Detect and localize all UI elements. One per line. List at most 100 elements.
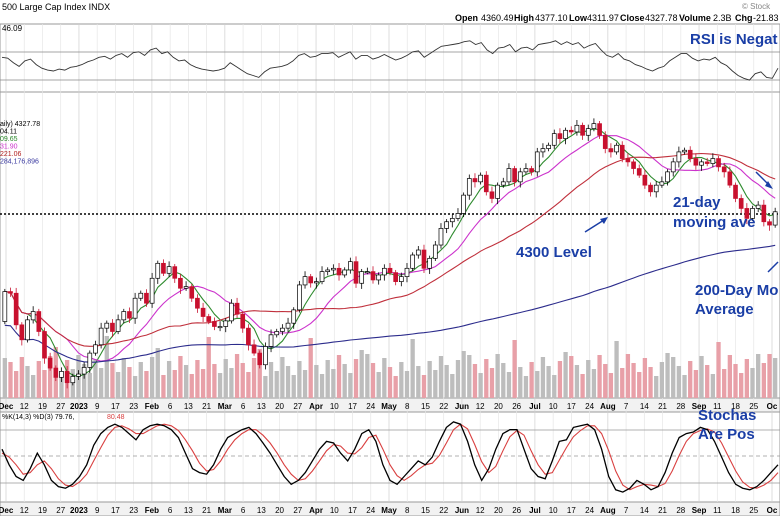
volume-bar	[427, 361, 432, 398]
candle	[251, 339, 257, 356]
x-tick-label-bottom: 14	[640, 506, 649, 515]
candle	[115, 314, 121, 335]
x-tick-label: 26	[512, 402, 521, 411]
x-tick-label: 11	[713, 402, 722, 411]
candle	[393, 269, 398, 286]
volume-bar	[761, 363, 766, 398]
candle	[523, 163, 529, 175]
rsi-panel	[0, 23, 780, 93]
volume-bar	[512, 340, 517, 398]
volume-bar	[285, 366, 291, 398]
candle	[302, 271, 308, 289]
volume-bar	[574, 365, 580, 398]
volume-bar	[410, 339, 415, 398]
candle	[631, 159, 636, 175]
volume-bar	[597, 355, 602, 398]
annotation-stoch-2: Are Pos	[698, 426, 755, 443]
volume-bar	[682, 375, 687, 398]
volume-bar	[727, 355, 733, 398]
open-value: 4360.49	[481, 13, 514, 23]
x-tick-label: 19	[38, 402, 47, 411]
arrow-4300-head	[600, 217, 608, 224]
candle	[297, 280, 302, 313]
annotations: RSI is Negat 21-day moving ave 4300 Leve…	[516, 31, 778, 443]
annotation-stoch-1: Stochas	[698, 407, 756, 424]
x-tick-label-bottom: Jul	[529, 506, 541, 515]
x-axis-labels: Dec 12 19 27 2023 9 17 23 Feb 6 13 21 Mar 6 13 20 27 Apr 1…	[0, 402, 778, 411]
candle	[755, 201, 761, 213]
x-tick-label-bottom: 27	[56, 506, 65, 515]
candle	[438, 223, 444, 249]
x-tick-label-bottom: 6	[168, 506, 173, 515]
candle	[64, 366, 70, 389]
x-tick-label: Jul	[529, 402, 541, 411]
candle	[189, 283, 195, 302]
volume-bar	[336, 355, 342, 398]
annotation-21day-1: 21-day	[673, 194, 721, 211]
legend-entry: 09.65	[0, 136, 18, 143]
x-tick-label-bottom: Apr	[309, 506, 323, 515]
volume-bar	[540, 357, 546, 398]
arrow-200day	[767, 261, 779, 273]
volume-value: 2.3B	[713, 13, 732, 23]
volume-bar	[127, 367, 132, 398]
volume-bar	[546, 366, 551, 398]
xaxis-strip-bottom	[0, 501, 780, 516]
volume-bar	[172, 370, 177, 398]
candle	[59, 367, 64, 383]
x-tick-label: Mar	[218, 402, 232, 411]
volume-bar	[246, 372, 251, 398]
x-tick-label: May	[381, 402, 397, 411]
candle	[240, 311, 246, 333]
volume-bar	[399, 362, 404, 398]
volume-bar	[620, 368, 625, 398]
watermark: © Stock	[742, 2, 771, 11]
volume-bar	[387, 367, 393, 398]
x-tick-label: 17	[567, 402, 576, 411]
candle	[149, 272, 155, 308]
volume-bar	[654, 376, 659, 398]
candle	[540, 143, 546, 158]
x-tick-label: 23	[129, 402, 138, 411]
x-tick-label: 13	[184, 402, 193, 411]
moving-averages	[4, 128, 776, 377]
annotation-200day-2: Average	[695, 301, 754, 318]
candle	[568, 126, 574, 135]
volume-bar	[251, 358, 257, 398]
volume-bar	[557, 361, 563, 398]
candle	[365, 267, 370, 275]
x-tick-label: 27	[56, 402, 65, 411]
volume-bar	[637, 372, 642, 398]
candle	[195, 294, 200, 313]
volume-bar	[404, 371, 410, 398]
volume-bar	[195, 360, 200, 398]
volume-bar	[110, 363, 115, 398]
volume-bar	[591, 369, 597, 398]
candle	[161, 259, 166, 276]
volume-bar	[393, 376, 398, 398]
candle	[308, 273, 314, 288]
low-label: Low	[569, 13, 588, 23]
stoch-k-line	[1, 421, 779, 493]
volume-bar	[529, 362, 534, 398]
price-panel	[0, 91, 780, 399]
candle	[432, 241, 438, 261]
chg-value: -21.83	[753, 13, 779, 23]
candle	[53, 365, 59, 382]
volume-bar	[450, 374, 455, 398]
volume-bar	[2, 358, 7, 398]
volume-bar	[733, 364, 738, 398]
volume-bar	[467, 355, 472, 398]
candle	[206, 313, 212, 325]
open-label: Open	[455, 13, 478, 23]
candle	[19, 322, 25, 346]
x-tick-label: 7	[624, 402, 629, 411]
volume-bar	[773, 358, 778, 398]
candle	[370, 266, 376, 284]
volume-bar	[280, 357, 285, 398]
ma-50-line	[4, 152, 776, 347]
candle	[348, 257, 353, 274]
candle	[444, 219, 449, 234]
x-tick-label: 18	[731, 402, 740, 411]
